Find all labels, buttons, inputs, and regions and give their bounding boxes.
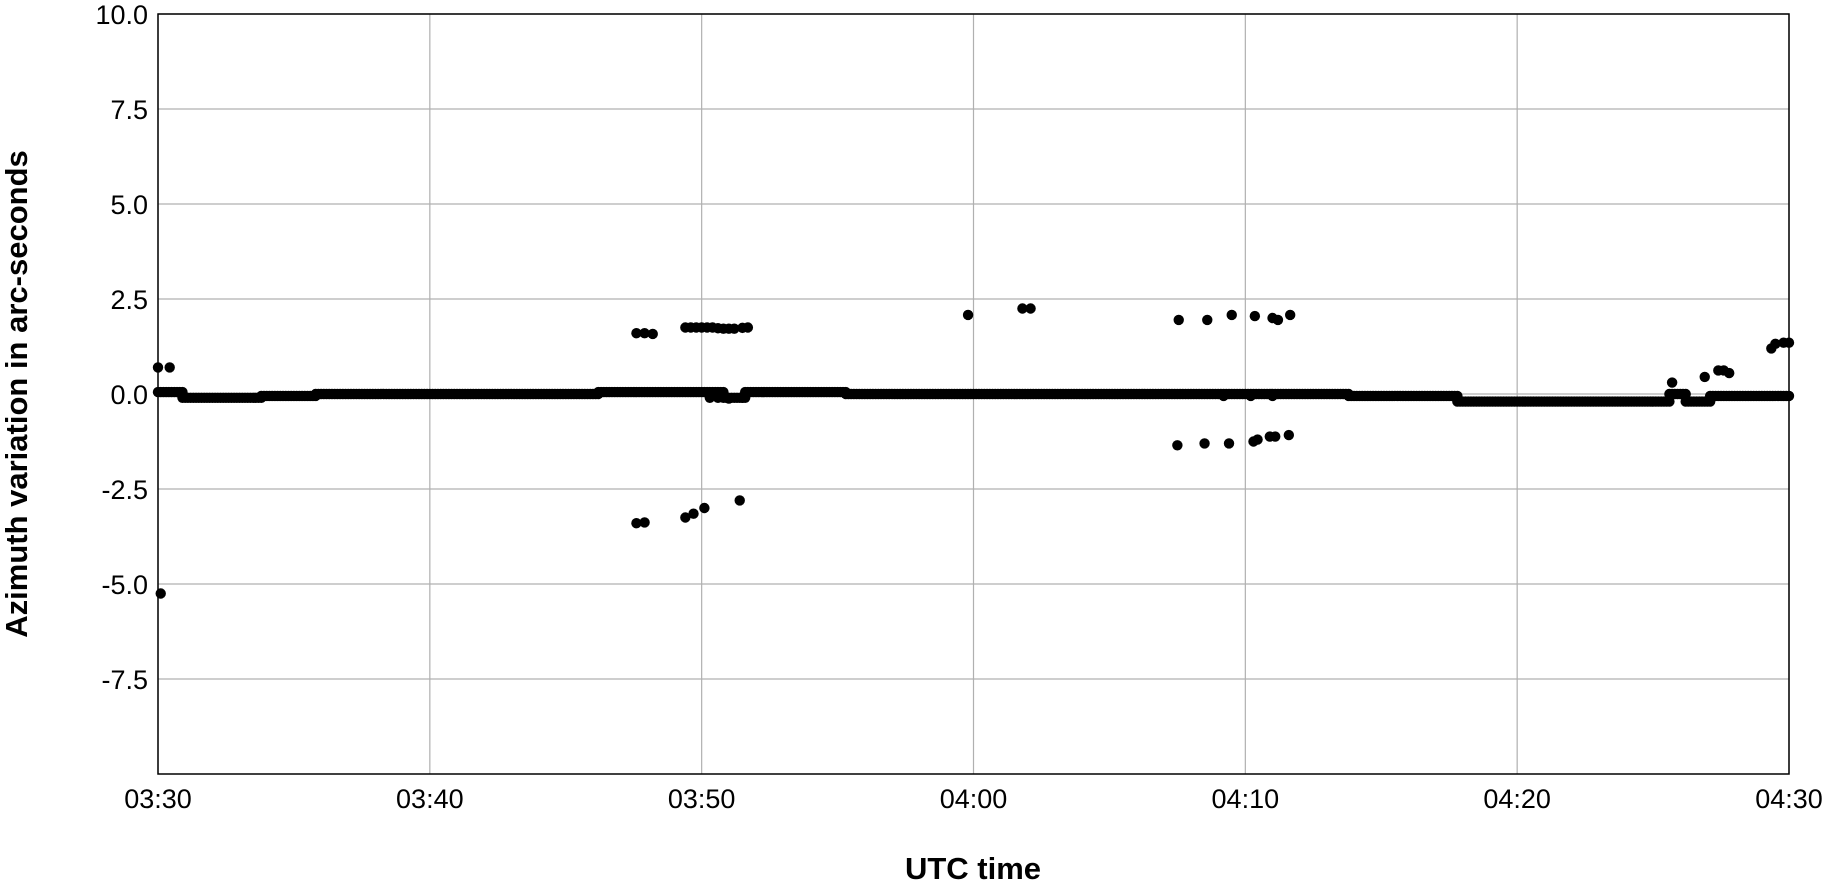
y-tick-label: -2.5 bbox=[101, 475, 148, 505]
y-axis-label: Azimuth variation in arc-seconds bbox=[0, 150, 34, 638]
data-point bbox=[742, 322, 754, 333]
plot-frame bbox=[157, 13, 1790, 775]
data-point bbox=[1245, 390, 1256, 402]
y-tick-label: -7.5 bbox=[101, 665, 148, 695]
data-point bbox=[1226, 309, 1237, 321]
data-point bbox=[737, 392, 748, 403]
y-axis-ticks: 10.0 7.5 5.0 2.5 0.0 -2.5 -5.0 -7.5 bbox=[95, 0, 148, 695]
y-tick-label: 2.5 bbox=[110, 285, 148, 315]
data-point bbox=[699, 502, 710, 514]
data-point bbox=[712, 392, 724, 403]
y-tick-label: -5.0 bbox=[101, 570, 148, 600]
data-point bbox=[155, 588, 166, 599]
data-point bbox=[704, 392, 716, 403]
x-axis-ticks: 03:30 03:40 03:50 04:00 04:10 04:20 04:30 bbox=[124, 784, 1823, 814]
data-point bbox=[688, 508, 699, 519]
x-tick-label: 03:40 bbox=[396, 784, 464, 814]
data-points bbox=[152, 303, 1795, 599]
x-tick-label: 04:30 bbox=[1755, 784, 1823, 814]
data-point bbox=[639, 328, 650, 339]
data-point bbox=[164, 362, 175, 373]
data-point bbox=[1267, 390, 1278, 402]
data-point bbox=[723, 393, 735, 404]
data-point bbox=[1218, 390, 1229, 402]
x-tick-label: 04:10 bbox=[1212, 784, 1280, 814]
x-axis-label: UTC time bbox=[905, 851, 1041, 883]
data-point bbox=[1172, 440, 1183, 451]
data-point bbox=[1173, 314, 1184, 326]
y-tick-label: 7.5 bbox=[110, 95, 148, 125]
data-point bbox=[639, 517, 650, 528]
data-point bbox=[680, 512, 691, 523]
data-point bbox=[1770, 338, 1781, 350]
data-point bbox=[1017, 303, 1028, 314]
x-tick-label: 04:20 bbox=[1483, 784, 1551, 814]
data-point bbox=[647, 328, 658, 340]
data-point bbox=[1025, 303, 1036, 314]
data-point bbox=[1249, 310, 1261, 322]
data-point bbox=[1199, 438, 1210, 449]
x-tick-label: 03:50 bbox=[668, 784, 736, 814]
data-point bbox=[1252, 434, 1263, 445]
y-tick-label: 0.0 bbox=[110, 380, 148, 410]
x-tick-label: 04:00 bbox=[940, 784, 1008, 814]
data-point bbox=[631, 518, 642, 529]
data-point bbox=[729, 323, 740, 334]
data-point bbox=[1270, 431, 1281, 442]
data-point bbox=[1699, 371, 1710, 383]
data-point bbox=[962, 309, 974, 321]
data-point bbox=[734, 495, 745, 506]
y-tick-label: 5.0 bbox=[110, 190, 148, 220]
y-tick-label: 10.0 bbox=[95, 0, 148, 30]
data-point bbox=[631, 328, 642, 339]
data-point bbox=[1272, 314, 1284, 326]
data-point bbox=[1666, 377, 1678, 388]
x-tick-label: 03:30 bbox=[124, 784, 192, 814]
data-point bbox=[1223, 438, 1235, 449]
data-point bbox=[1283, 429, 1295, 441]
data-point bbox=[1284, 309, 1296, 321]
data-point bbox=[1723, 367, 1735, 379]
data-point bbox=[1202, 314, 1213, 326]
